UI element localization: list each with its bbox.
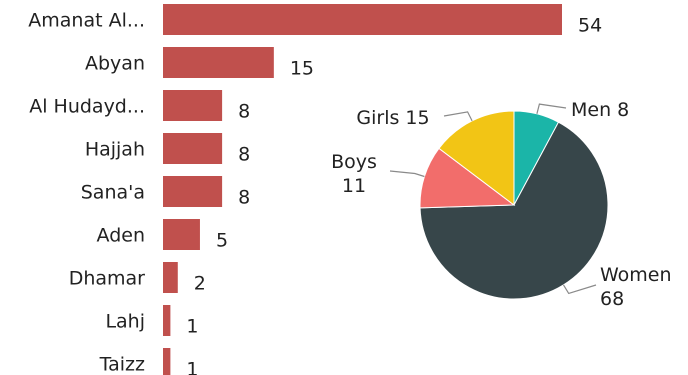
bar-label-abyan: Abyan	[85, 53, 145, 75]
bar-value-dhamar: 2	[194, 273, 206, 295]
bar-label-sana-a: Sana'a	[81, 182, 145, 204]
leader-line-men	[536, 103, 567, 114]
bar-label-amanat-al: Amanat Al...	[28, 10, 145, 32]
bar-value-taizz: 1	[186, 359, 198, 375]
bar-label-lahj: Lahj	[105, 311, 145, 333]
leader-line-women	[562, 284, 597, 295]
beneficiary-pie-chart: Men 8 Women 68 Boys 11 Girls 15	[331, 99, 671, 310]
pie-label-girls: Girls 15	[356, 107, 429, 129]
bar-value-amanat-al: 54	[578, 15, 602, 37]
bar-label-dhamar: Dhamar	[69, 268, 145, 290]
leader-line-boys	[389, 170, 425, 178]
leader-line-girls	[443, 111, 473, 122]
bar-lahj	[163, 305, 171, 336]
bar-label-aden: Aden	[97, 225, 145, 247]
pie-label-women: Women 68	[600, 264, 672, 310]
bar-value-abyan: 15	[290, 58, 314, 80]
bar-al-hudayd	[163, 90, 223, 121]
bar-value-lahj: 1	[186, 316, 198, 338]
pie-slice-women	[419, 121, 609, 300]
bar-value-hajjah: 8	[238, 144, 250, 166]
pie-label-men: Men 8	[571, 99, 629, 121]
bar-aden	[163, 219, 200, 250]
bar-dhamar	[163, 262, 178, 293]
bar-label-hajjah: Hajjah	[85, 139, 145, 161]
bar-label-al-hudayd: Al Hudayd...	[29, 96, 145, 118]
bar-label-taizz: Taizz	[99, 354, 145, 375]
bar-value-sana-a: 8	[238, 187, 250, 209]
bar-taizz	[163, 348, 171, 375]
pie-label-boys: Boys 11	[331, 151, 377, 197]
bar-value-al-hudayd: 8	[238, 101, 250, 123]
bar-value-aden: 5	[216, 230, 228, 252]
pie-slice-girls	[438, 110, 515, 207]
bar-hajjah	[163, 133, 223, 164]
bar-sana-a	[163, 176, 223, 207]
bar-abyan	[163, 47, 274, 78]
bar-amanat-al	[163, 4, 562, 35]
